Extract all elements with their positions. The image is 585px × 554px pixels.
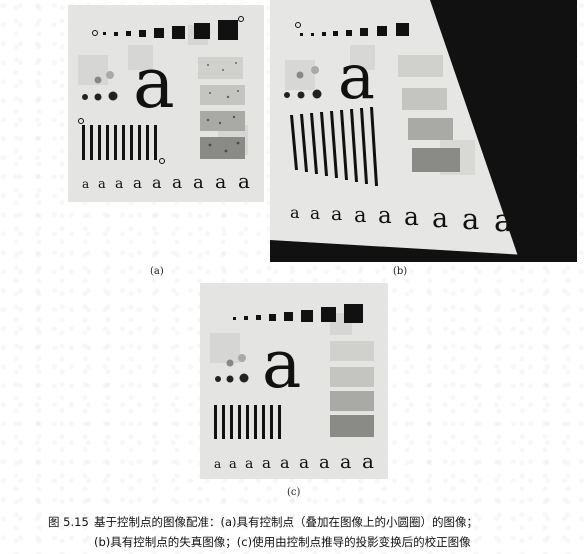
svg-text:a: a xyxy=(238,169,250,193)
big-letter-a-corrected: a xyxy=(262,326,301,403)
big-letter-a-distorted: a xyxy=(338,40,375,113)
svg-text:a: a xyxy=(310,204,320,224)
svg-text:a: a xyxy=(115,176,123,192)
svg-text:a: a xyxy=(354,203,367,227)
svg-text:a: a xyxy=(404,202,419,231)
svg-text:a: a xyxy=(229,457,237,472)
svg-text:a: a xyxy=(494,203,512,239)
big-letter-a: a xyxy=(133,42,175,124)
svg-text:a: a xyxy=(280,453,290,472)
svg-text:a: a xyxy=(378,203,392,229)
svg-text:a: a xyxy=(319,452,330,473)
figure-number: 图 5.15 xyxy=(48,515,89,529)
svg-text:a: a xyxy=(290,203,300,222)
svg-text:a: a xyxy=(462,202,479,236)
panel-label-b: (b) xyxy=(393,266,408,277)
svg-text:a: a xyxy=(214,457,221,471)
svg-text:a: a xyxy=(82,177,89,191)
svg-text:a: a xyxy=(331,203,342,225)
figure-caption: 图 5.15 基于控制点的图像配准：(a)具有控制点（叠加在图像上的小圆圈）的图像… xyxy=(48,512,583,552)
svg-text:a: a xyxy=(432,203,448,234)
svg-text:a: a xyxy=(245,456,253,472)
svg-text:a: a xyxy=(98,177,106,192)
svg-text:a: a xyxy=(172,173,182,193)
caption-line-1: 基于控制点的图像配准：(a)具有控制点（叠加在图像上的小圆圈）的图像； xyxy=(94,515,479,529)
svg-text:a: a xyxy=(152,173,162,192)
svg-text:a: a xyxy=(362,449,374,473)
svg-text:a: a xyxy=(133,174,142,192)
panel-label-c: (c) xyxy=(287,487,301,498)
panel-label-a: (a) xyxy=(150,266,164,277)
caption-line-2: (b)具有控制点的失真图像；(c)使用由控制点推导的投影变换后的校正图像 xyxy=(94,535,471,549)
svg-text:a: a xyxy=(262,454,271,472)
svg-text:a: a xyxy=(299,453,309,473)
svg-text:a: a xyxy=(215,171,226,193)
svg-text:a: a xyxy=(340,451,351,473)
svg-text:a: a xyxy=(193,172,204,193)
